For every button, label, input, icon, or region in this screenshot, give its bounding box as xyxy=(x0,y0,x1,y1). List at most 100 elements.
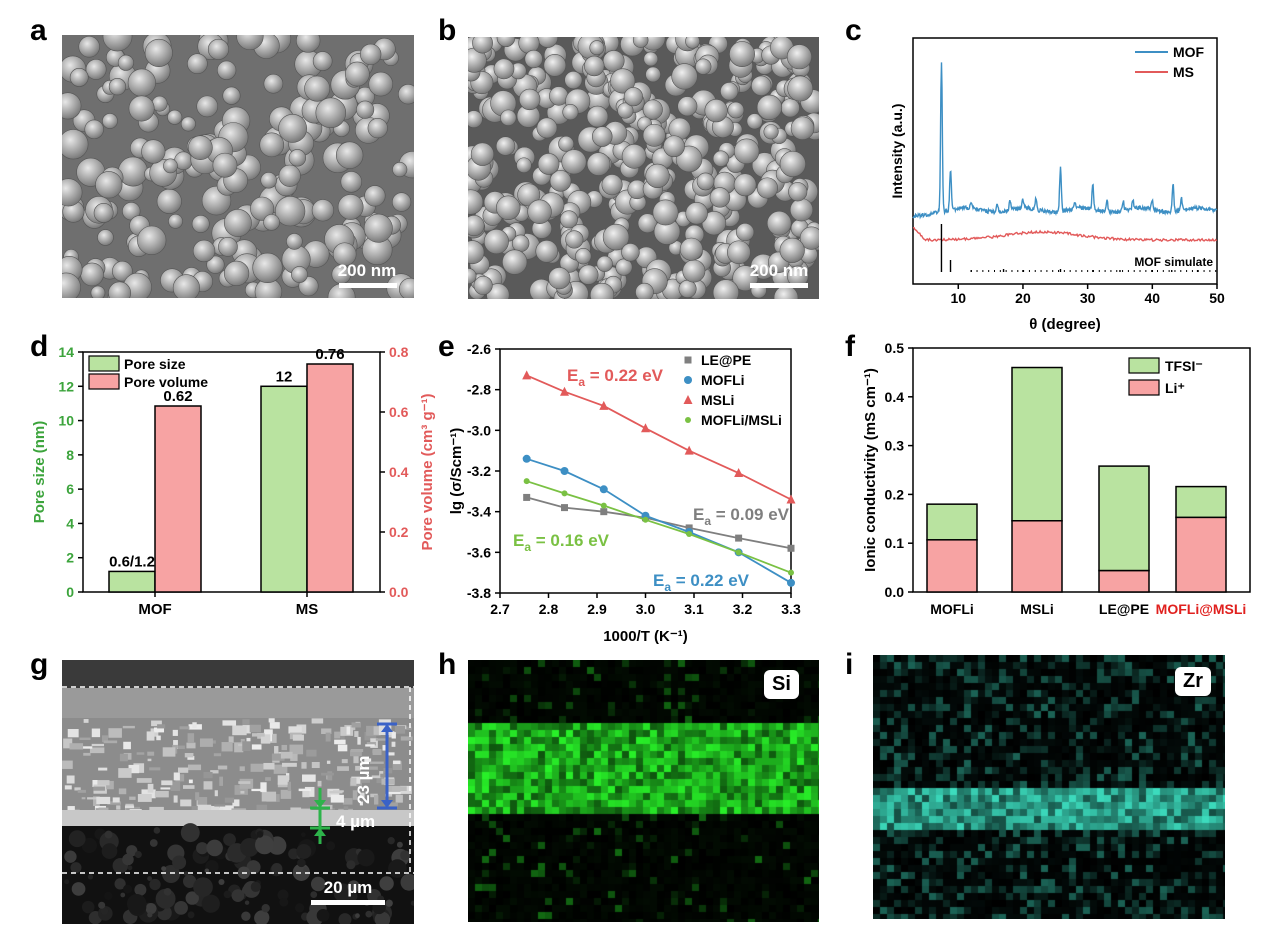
ms-grain xyxy=(260,733,271,744)
sem-particle xyxy=(62,178,83,207)
sem-particle xyxy=(141,139,166,164)
sem-particle xyxy=(250,196,275,221)
ms-grain xyxy=(337,744,348,752)
legend-label-0: MOF xyxy=(1173,44,1205,60)
ms-grain xyxy=(326,760,331,764)
ms-grain xyxy=(289,744,304,755)
ms-grain xyxy=(301,762,307,769)
ms-grain xyxy=(365,744,375,747)
sem-particle xyxy=(291,266,308,283)
legend-label-1: Li⁺ xyxy=(1165,380,1185,396)
substrate-grain xyxy=(223,833,236,846)
ms-grain xyxy=(222,720,237,726)
ms-grain xyxy=(387,802,398,807)
x-tick-label: 50 xyxy=(1209,290,1225,306)
mof-trace xyxy=(912,62,1218,220)
ms-grain xyxy=(327,771,333,781)
y-axis-label: lg (σ/Scm⁻¹) xyxy=(448,428,465,515)
ms-grain xyxy=(103,740,118,744)
x-tick-label: MOFLi xyxy=(930,601,974,617)
sem-particle xyxy=(678,279,697,298)
substrate-grain xyxy=(87,874,94,880)
sem-particle xyxy=(677,96,698,117)
substrate-grain xyxy=(255,835,274,855)
substrate-grain xyxy=(379,876,394,891)
sem-particle xyxy=(495,195,521,221)
legend-label-0: Pore size xyxy=(124,356,186,372)
cross-section-texture xyxy=(62,660,414,924)
top-layer xyxy=(62,660,414,688)
ms-grain xyxy=(160,787,171,790)
ms-grain xyxy=(210,770,219,774)
ms-grain xyxy=(273,764,288,774)
sem-particle xyxy=(127,68,156,97)
ms-grain xyxy=(74,787,81,791)
ms-grain xyxy=(343,806,349,812)
ms-grain xyxy=(173,740,178,749)
sem-particle xyxy=(543,53,567,77)
sem-particle xyxy=(642,99,663,120)
y-tick-label: -3.4 xyxy=(467,504,491,520)
sem-particle xyxy=(591,126,613,147)
ms-grain xyxy=(63,738,73,749)
substrate-grain xyxy=(303,867,309,873)
ms-grain xyxy=(87,797,100,800)
sem-particle xyxy=(558,135,575,152)
ms-grain xyxy=(232,799,240,807)
ms-grain xyxy=(268,718,275,723)
sem-particle xyxy=(80,262,104,287)
x-tick-label: 2.7 xyxy=(490,601,510,617)
substrate-grain xyxy=(126,893,147,914)
y-tick-label: -2.8 xyxy=(467,382,491,398)
ms-grain xyxy=(118,788,127,795)
substrate-grain xyxy=(196,842,209,855)
sem-particle xyxy=(62,92,82,120)
ms-grain xyxy=(350,777,357,786)
sem-particle xyxy=(93,203,114,223)
bar-li xyxy=(926,539,978,593)
sem-particle xyxy=(720,82,739,101)
ms-grain xyxy=(304,786,315,797)
ms-grain xyxy=(281,744,288,751)
ms-grain xyxy=(369,761,384,764)
sem-particle xyxy=(663,135,685,158)
substrate-grain xyxy=(71,882,86,896)
sem-particle xyxy=(602,50,625,72)
y-tick-label: -3.8 xyxy=(467,585,491,601)
sem-particle xyxy=(621,243,640,262)
ms-grain xyxy=(150,728,159,737)
sem-particle xyxy=(368,71,394,97)
activation-energy-label: Ea = 0.09 eV xyxy=(693,505,790,528)
chart-c: 10 20 30 40 50 θ (degree) Intensity (a.u.) MOF … xyxy=(889,37,1225,333)
substrate-grain xyxy=(127,865,133,871)
sem-particle xyxy=(97,229,114,246)
sem-particle xyxy=(617,102,634,119)
sem-particle xyxy=(696,172,715,191)
x-tick-label: 30 xyxy=(1080,290,1096,306)
arrow-23-head-top xyxy=(381,724,393,732)
ms-grain xyxy=(172,729,178,736)
substrate-grain xyxy=(64,879,70,885)
ms-grain xyxy=(91,728,101,738)
bar-pore-size xyxy=(108,570,156,593)
x-tick-label: 3.0 xyxy=(636,601,656,617)
data-point xyxy=(686,531,693,538)
sem-particle xyxy=(172,274,200,298)
substrate-grain xyxy=(149,878,161,891)
ms-grain xyxy=(188,779,193,784)
sem-particle xyxy=(502,249,528,275)
sem-particle xyxy=(789,198,814,222)
substrate-grain xyxy=(147,912,153,918)
ms-grain xyxy=(388,731,395,738)
ms-grain xyxy=(349,750,362,757)
ms-grain xyxy=(92,779,98,788)
ms-grain xyxy=(124,805,135,809)
sem-particle xyxy=(535,239,559,263)
x-tick-label: 2.9 xyxy=(587,601,607,617)
substrate-grain xyxy=(104,891,113,901)
sem-particle xyxy=(575,248,592,265)
ms-grain xyxy=(263,762,275,770)
x-axis-label: 1000/T (K⁻¹) xyxy=(603,628,688,645)
ms-grain xyxy=(228,736,234,743)
sem-particles-a xyxy=(62,35,414,298)
